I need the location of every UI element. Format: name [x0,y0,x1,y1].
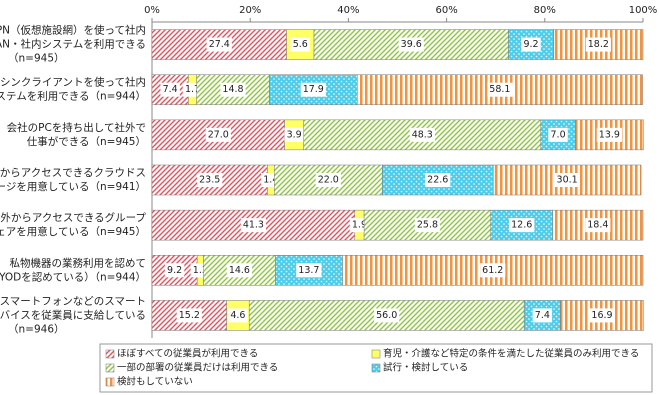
value-label: 41.3 [243,220,264,231]
value-label: 7.4 [163,84,178,95]
legend-swatch [105,363,115,373]
value-label-bg [548,127,568,142]
legend-swatch [105,377,115,387]
legend-swatch [371,349,381,359]
legend-swatch [371,363,381,373]
value-label: 22.0 [318,175,339,186]
value-label: 58.1 [489,84,510,95]
value-label: 1.3 [193,265,208,276]
x-tick-label: 80% [534,5,556,16]
category-label: スマートフォンなどのスマート [0,295,146,307]
category-label: ウェアを用意している（n=945） [0,225,146,238]
value-label-bg [228,308,248,323]
value-label-bg [409,127,435,142]
value-label: 17.9 [303,84,324,95]
x-tick-label: 0% [144,5,160,16]
category-label: トレージを用意している（n=941） [0,180,146,193]
value-label: 61.2 [482,265,503,276]
value-label-bg [585,37,611,52]
value-label-bg [585,218,611,233]
value-label: 7.4 [535,310,550,321]
value-label: 56.0 [376,310,397,321]
x-tick-label: 20% [239,5,261,16]
value-label: 7.0 [551,129,566,140]
legend-label: 試行・検討している [383,362,468,374]
category-label: 社内外からアクセスできるクラウドス [0,166,146,179]
value-label: 9.2 [167,265,182,276]
value-label-bg [284,127,304,142]
value-label-bg [480,263,506,278]
category-label: システムを利用できる（n=944） [0,91,146,103]
value-label: 1.7 [185,84,200,95]
value-label: 15.2 [179,310,200,321]
value-label: 25.8 [417,220,438,231]
value-label-bg [300,82,326,97]
value-label-bg [206,37,232,52]
legend-swatch [105,349,115,359]
value-label-bg [226,263,252,278]
legend-label: 検討もしていない [117,376,193,388]
value-label: 1.9 [352,220,367,231]
value-label-bg [374,308,400,323]
value-label-bg [521,37,541,52]
value-label-bg [315,173,341,187]
value-label: 4.6 [230,310,245,321]
value-label: 13.9 [599,129,620,140]
value-label: 13.7 [298,265,319,276]
legend-label: 一部の部署の従業員だけは利用できる [117,362,278,374]
value-label: 48.3 [412,129,433,140]
value-label-bg [164,263,185,278]
value-label-bg [160,82,180,97]
value-label-bg [398,37,424,52]
category-label: LAN・社内システムを利用できる [0,38,146,51]
category-label: 仕事ができる（n=945） [27,135,146,148]
legend-label: 育児・介護など特定の条件を満たした従業員のみ利用できる [383,348,639,360]
x-tick-label: 100% [629,5,658,16]
category-label: 会社のPCを持ち出して社外で [7,121,146,134]
category-label: デバイスを従業員に支給している [0,308,146,321]
value-label-bg [205,127,231,142]
value-label-bg [240,218,266,233]
value-label: 14.6 [229,265,250,276]
value-label-bg [296,263,322,278]
value-label-bg [197,173,223,187]
value-label-bg [589,308,615,323]
value-label: 12.6 [511,220,532,231]
value-label: 5.6 [293,39,308,50]
legend-label: ほぼすべての従業員が利用できる [117,348,258,360]
value-label-bg [414,218,441,233]
x-tick-label: 40% [337,5,359,16]
value-label-bg [176,308,202,323]
value-label-bg [554,173,580,187]
category-label: シンクライアントを使って社内 [0,76,146,89]
value-label: 27.4 [209,39,230,50]
value-label: 22.6 [427,175,448,186]
value-label-bg [596,127,622,142]
value-label: 27.0 [208,129,229,140]
category-label: 私物機器の業務利用を認めて [10,256,147,269]
value-label: 23.5 [199,175,220,186]
value-label: 30.1 [557,175,578,186]
value-label: 14.8 [222,84,243,95]
value-label-bg [290,37,310,52]
value-label: 1.4 [263,175,278,186]
value-label: 9.2 [523,39,538,50]
value-label-bg [509,218,535,233]
value-label: 18.4 [587,220,608,231]
category-label: VPN（仮想施設網）を使って社内 [0,24,146,37]
value-label-bg [487,82,513,97]
value-label-bg [425,173,451,187]
category-label: 社内外からアクセスできるグループ [0,211,146,224]
value-label-bg [220,82,246,97]
category-label: （n=945） [8,53,65,65]
value-label: 16.9 [591,310,612,321]
value-label-bg [532,308,553,323]
value-label: 39.6 [401,39,422,50]
value-label: 3.9 [287,129,302,140]
value-label: 18.2 [588,39,609,50]
category-label: （n=946） [8,323,65,335]
category-label: いる（BYODを認めている）（n=944） [0,270,146,283]
x-tick-label: 60% [435,5,457,16]
